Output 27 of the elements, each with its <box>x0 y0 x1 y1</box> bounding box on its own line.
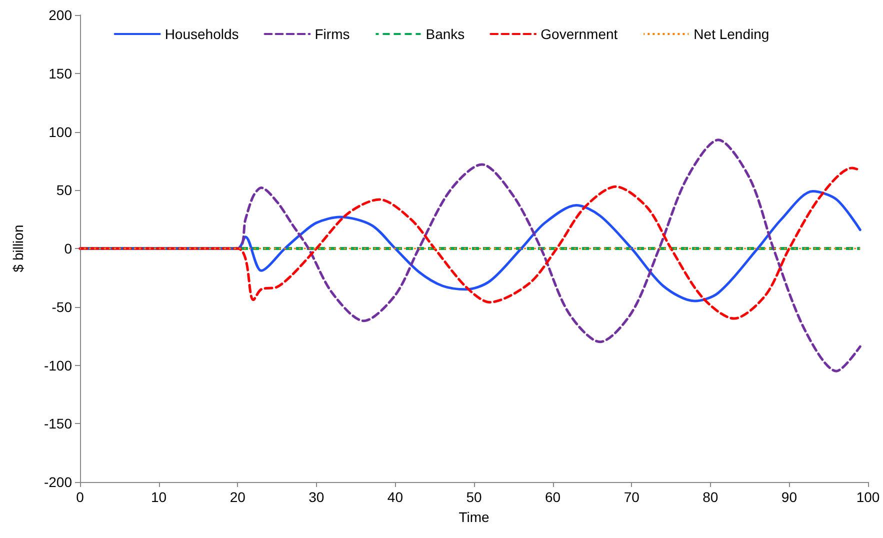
x-axis-title: Time <box>458 509 490 525</box>
x-tick-label: 40 <box>387 489 404 505</box>
x-tick-label: 100 <box>856 489 880 505</box>
y-tick-label: -150 <box>44 416 72 432</box>
y-tick-label: 200 <box>48 7 72 23</box>
legend-label: Households <box>164 26 239 42</box>
x-tick-label: 20 <box>230 489 246 505</box>
y-tick-label: -50 <box>52 298 72 315</box>
x-tick-label: 80 <box>702 489 718 505</box>
x-tick-label: 30 <box>308 489 324 505</box>
y-tick-label: -100 <box>44 357 72 374</box>
x-tick-label: 10 <box>151 489 167 505</box>
y-tick-label: -200 <box>44 474 72 490</box>
x-tick-label: 60 <box>545 489 561 505</box>
legend-label: Government <box>540 26 618 42</box>
y-tick-label: 150 <box>48 65 72 82</box>
y-tick-label: 0 <box>64 240 72 256</box>
x-tick-label: 90 <box>781 489 798 505</box>
legend-label: Banks <box>426 26 465 42</box>
y-axis-title: $ billion <box>10 224 26 272</box>
y-tick-label: 50 <box>56 182 72 198</box>
legend-label: Net Lending <box>694 26 770 42</box>
y-tick-label: 100 <box>48 124 72 140</box>
legend-label: Firms <box>314 26 350 42</box>
x-tick-label: 0 <box>76 489 84 505</box>
x-tick-label: 50 <box>466 489 482 505</box>
x-tick-label: 70 <box>624 489 640 505</box>
